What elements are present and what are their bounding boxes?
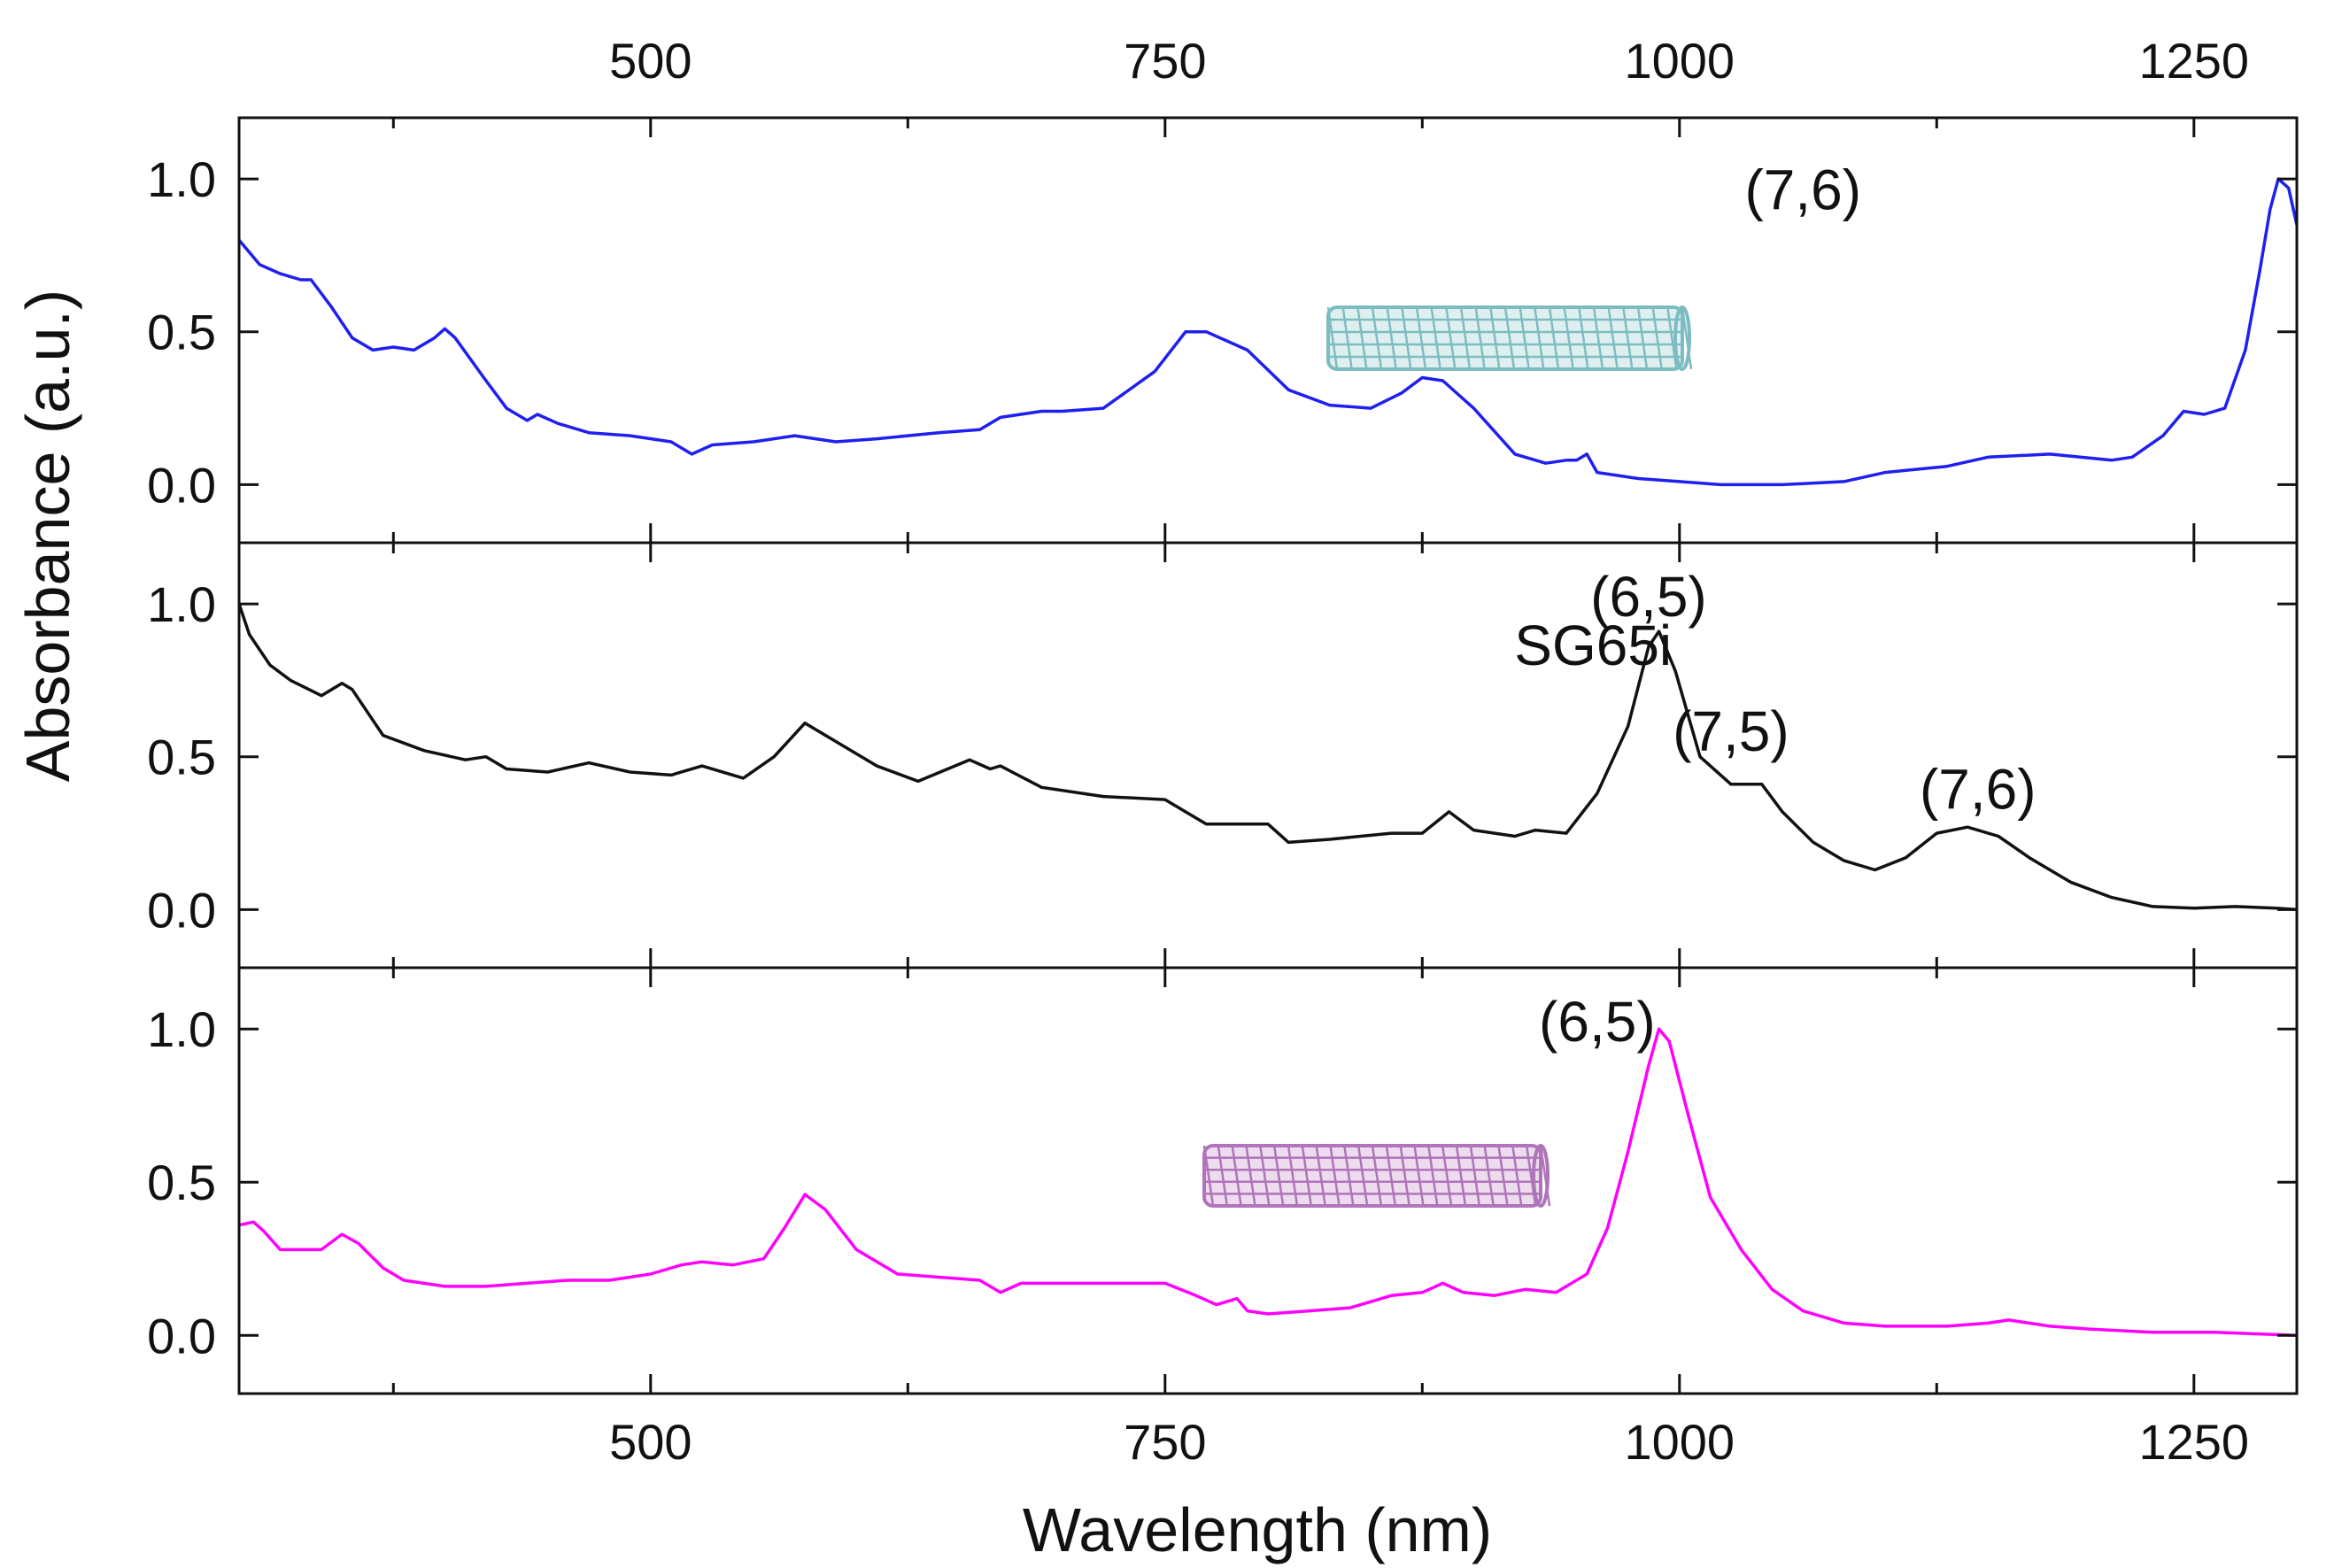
peak-annotation: (6,5) [1539,990,1656,1054]
nanotube-lattice-line [1202,1145,1215,1207]
nanotube-lattice-line [1399,1145,1410,1207]
y-tick-label: 0.5 [147,305,216,360]
spectrum-line-top [237,177,2299,487]
top-x-tick-label: 750 [1124,33,1206,89]
nanotube-lattice-line [1474,306,1486,370]
nanotube-lattice-line [1371,306,1383,370]
nanotube-lattice-line [1503,306,1516,370]
nanotube-lattice-line [1343,1145,1355,1207]
y-tick-label: 1.0 [147,576,216,632]
nanotube-lattice-line [1217,1145,1229,1207]
panel-top: 0.0 0.5 1.0 (7,6) [147,118,2299,543]
nanotube-lattice-line [1386,306,1397,370]
peak-annotation: (7,5) [1673,699,1789,763]
panel-bottom: 0.0 0.5 1.0 (6,5) [147,968,2298,1394]
y-tick-label: 1.0 [147,151,216,207]
nanotube-lattice-line [1315,1145,1326,1207]
nanotube-lattice-line [1681,306,1693,370]
nanotube-illustration [1202,1144,1551,1208]
y-tick-label: 0.5 [147,730,216,785]
nanotube-lattice-line [1483,1145,1495,1207]
nanotube-lattice-line [1666,306,1678,370]
nanotube-lattice-line [1455,1145,1467,1207]
nanotube-illustration [1326,305,1693,371]
nanotube-lattice-line [1539,1145,1551,1207]
nanotube-body [1326,305,1684,371]
spectrum-line-bottom [238,1027,2298,1338]
peak-annotation: (6,5) [1590,565,1707,629]
bottom-x-tick-label: 1000 [1625,1414,1735,1470]
nanotube-lattice-line [1356,1145,1369,1207]
nanotube-lattice-line [1622,306,1634,370]
bottom-x-tick-label: 500 [609,1414,692,1470]
nanotube-lattice-line [1534,306,1545,370]
nanotube-lattice-line [1326,306,1339,370]
nanotube-end [1532,1144,1550,1208]
top-x-tick-label: 500 [609,33,692,89]
y-tick-label: 0.5 [147,1155,216,1210]
y-axis-title: Absorbance (a.u.) [13,290,82,782]
nanotube-lattice-line [1459,306,1472,370]
top-x-tick-label: 1250 [2139,33,2250,89]
peak-annotation: (7,6) [1920,757,2036,821]
nanotube-lattice-line [1385,1145,1397,1207]
nanotube-lattice-line [1413,1145,1425,1207]
x-axis-title: Wavelength (nm) [1023,1495,1492,1564]
nanotube-lattice-line [1445,306,1457,370]
nanotube-lattice-line [1489,306,1501,370]
nanotube-lattice-line [1341,306,1353,370]
top-x-axis: 500 750 1000 1250 [609,33,2249,89]
nanotube-lattice-line [1519,306,1530,370]
nanotube-lattice-line [1592,306,1604,370]
top-x-tick-label: 1000 [1625,33,1735,89]
y-tick-label: 1.0 [147,1001,216,1057]
nanotube-lattice-line [1497,1145,1509,1207]
y-tick-label: 0.0 [147,457,216,513]
nanotube-lattice-line [1272,1145,1285,1207]
peak-annotation: SG65i [1514,614,1672,677]
bottom-x-axis: 500 750 1000 1250 [609,1414,2249,1470]
spectrum-line-middle [237,603,2298,912]
frame-bottom [237,966,2299,1395]
nanotube-lattice-line [1430,306,1441,370]
nanotube-lattice-line [1427,1145,1439,1207]
frame-top [237,116,2299,545]
frame-middle [237,541,2299,969]
nanotube-lattice-line [1231,1145,1242,1207]
panel-middle: 0.0 0.5 1.0 SG65i(6,5) (7,5) (7,6) [147,543,2298,968]
nanotube-end [1673,305,1691,371]
panels: 0.00.51.0 (7,6)0.00.51.0SG65i(6,5)(7,5)(7… [147,118,2299,1394]
nanotube-lattice-line [1511,1145,1523,1207]
nanotube-lattice-line [1578,306,1589,370]
nanotube-lattice-line [1371,1145,1383,1207]
nanotube-lattice-line [1651,306,1663,370]
nanotube-lattice-line [1441,1145,1453,1207]
nanotube-lattice-line [1356,306,1368,370]
nanotube-lattice-line [1636,306,1649,370]
nanotube-lattice-line [1469,1145,1481,1207]
nanotube-lattice-line [1415,306,1427,370]
peak-annotation: (7,6) [1744,158,1861,222]
nanotube-lattice-line [1607,306,1619,370]
nanotube-lattice-line [1301,1145,1313,1207]
nanotube-lattice-line [1563,306,1574,370]
nanotube-lattice-line [1401,306,1412,370]
y-tick-label: 0.0 [147,882,216,938]
nanotube-lattice-line [1548,306,1560,370]
y-tick-label: 0.0 [147,1308,216,1363]
bottom-x-tick-label: 750 [1124,1414,1206,1470]
nanotube-lattice-line [1245,1145,1256,1207]
plot-frames [237,116,2299,1395]
nanotube-lattice-line [1329,1145,1341,1207]
bottom-x-tick-label: 1250 [2139,1414,2250,1470]
nanotube-lattice-line [1259,1145,1271,1207]
nanotube-lattice-line [1287,1145,1299,1207]
